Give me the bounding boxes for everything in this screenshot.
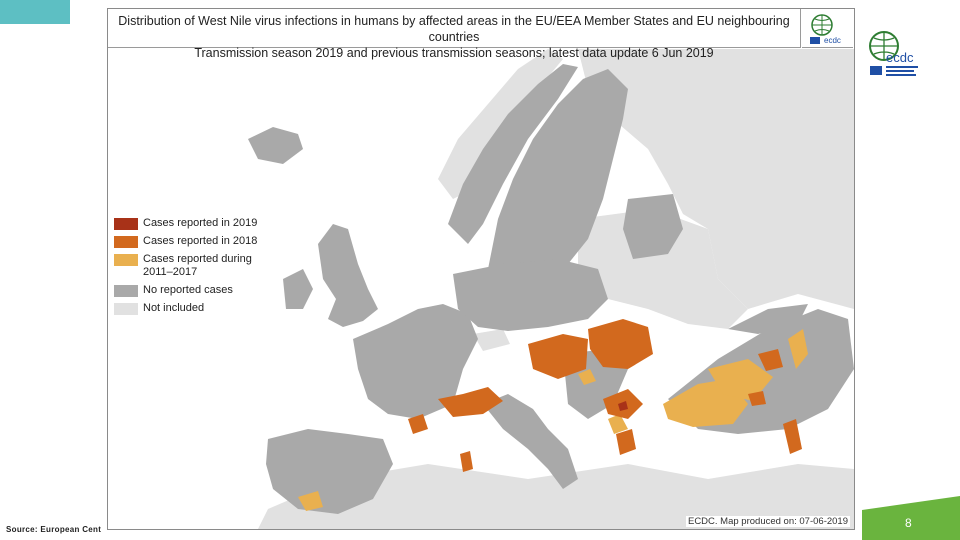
region-ireland — [283, 269, 313, 309]
legend-swatch-no-cases — [114, 285, 138, 297]
legend-label: Cases reported in 2018 — [143, 235, 258, 247]
region-russia — [578, 49, 854, 309]
cases-2011-2017-areas — [298, 329, 808, 511]
region-sweden-finland — [488, 69, 628, 281]
region-norway — [438, 49, 563, 199]
region-spain-south — [298, 491, 323, 511]
ecdc-logo-text: ecdc — [886, 50, 914, 65]
region-hungary-serbia — [528, 334, 588, 379]
map-subtitle: Transmission season 2019 and previous tr… — [194, 46, 714, 60]
page-number: 8 — [905, 516, 912, 530]
region-iberia — [266, 429, 393, 514]
legend-label: Cases reported during — [143, 253, 252, 265]
legend-swatch-2018 — [114, 236, 138, 248]
legend-swatch-2011-2017 — [114, 254, 138, 266]
legend-item: Not included — [114, 302, 262, 315]
region-baltics — [623, 194, 683, 259]
region-france-benelux — [353, 304, 478, 419]
legend-item: Cases reported in 2019 — [114, 217, 262, 230]
source-note: Source: European Cent — [6, 525, 102, 534]
map-frame: Distribution of West Nile virus infectio… — [107, 8, 855, 530]
region-germany-poland — [453, 259, 608, 331]
corner-accent-tab — [0, 0, 70, 24]
legend-label: Not included — [143, 302, 205, 314]
legend-swatch-not-included — [114, 303, 138, 315]
region-iceland — [248, 127, 303, 164]
region-north-africa — [258, 464, 854, 529]
cases-2019-areas — [618, 401, 628, 411]
region-ukraine-belarus — [578, 209, 748, 329]
region-turkey-central — [708, 359, 773, 401]
legend-item: Cases reported in 2018 — [114, 235, 262, 248]
region-caucasus — [728, 304, 808, 334]
region-norway-grey — [448, 64, 578, 244]
map-produced-note: ECDC. Map produced on: 07-06-2019 — [685, 516, 850, 527]
not-included-areas — [258, 49, 854, 529]
ecdc-globe-icon: ecdc — [810, 14, 841, 45]
ecdc-globe-logo-icon: ecdc — [869, 31, 918, 76]
region-turkey-east — [758, 349, 783, 371]
legend-label-group: Cases reported during 2011–2017 — [143, 253, 252, 279]
region-greece-south — [608, 414, 628, 434]
region-hungary-yellow — [578, 369, 596, 385]
region-italy — [483, 394, 578, 489]
region-israel-coast — [788, 329, 808, 369]
ecdc-logo: ecdc — [862, 24, 922, 84]
region-france-south — [408, 414, 428, 434]
legend-label: No reported cases — [143, 284, 233, 296]
ecdc-mini-logo: ecdc — [802, 9, 853, 48]
region-romania — [588, 319, 653, 369]
legend-swatch-2019 — [114, 218, 138, 230]
legend-label: Cases reported in 2019 — [143, 217, 258, 229]
region-great-britain — [318, 224, 378, 327]
svg-text:ecdc: ecdc — [824, 36, 841, 45]
region-greece-2019 — [618, 401, 628, 411]
page-corner-accent — [862, 496, 960, 540]
region-greece-islands — [616, 429, 636, 455]
region-north-italy — [438, 387, 503, 417]
europe-map — [248, 49, 854, 529]
region-switzerland — [473, 329, 510, 351]
map-title: Distribution of West Nile virus infectio… — [118, 14, 790, 44]
cases-2018-areas — [408, 319, 802, 472]
map-title-box: Distribution of West Nile virus infectio… — [108, 9, 801, 60]
legend-item: No reported cases — [114, 284, 262, 297]
legend-item: Cases reported during 2011–2017 — [114, 253, 262, 279]
region-israel-south — [783, 419, 802, 454]
legend-label-continued: 2011–2017 — [143, 266, 198, 278]
region-cyprus-area — [748, 391, 766, 406]
region-sardinia — [460, 451, 473, 472]
map-legend: Cases reported in 2019 Cases reported in… — [114, 217, 262, 320]
